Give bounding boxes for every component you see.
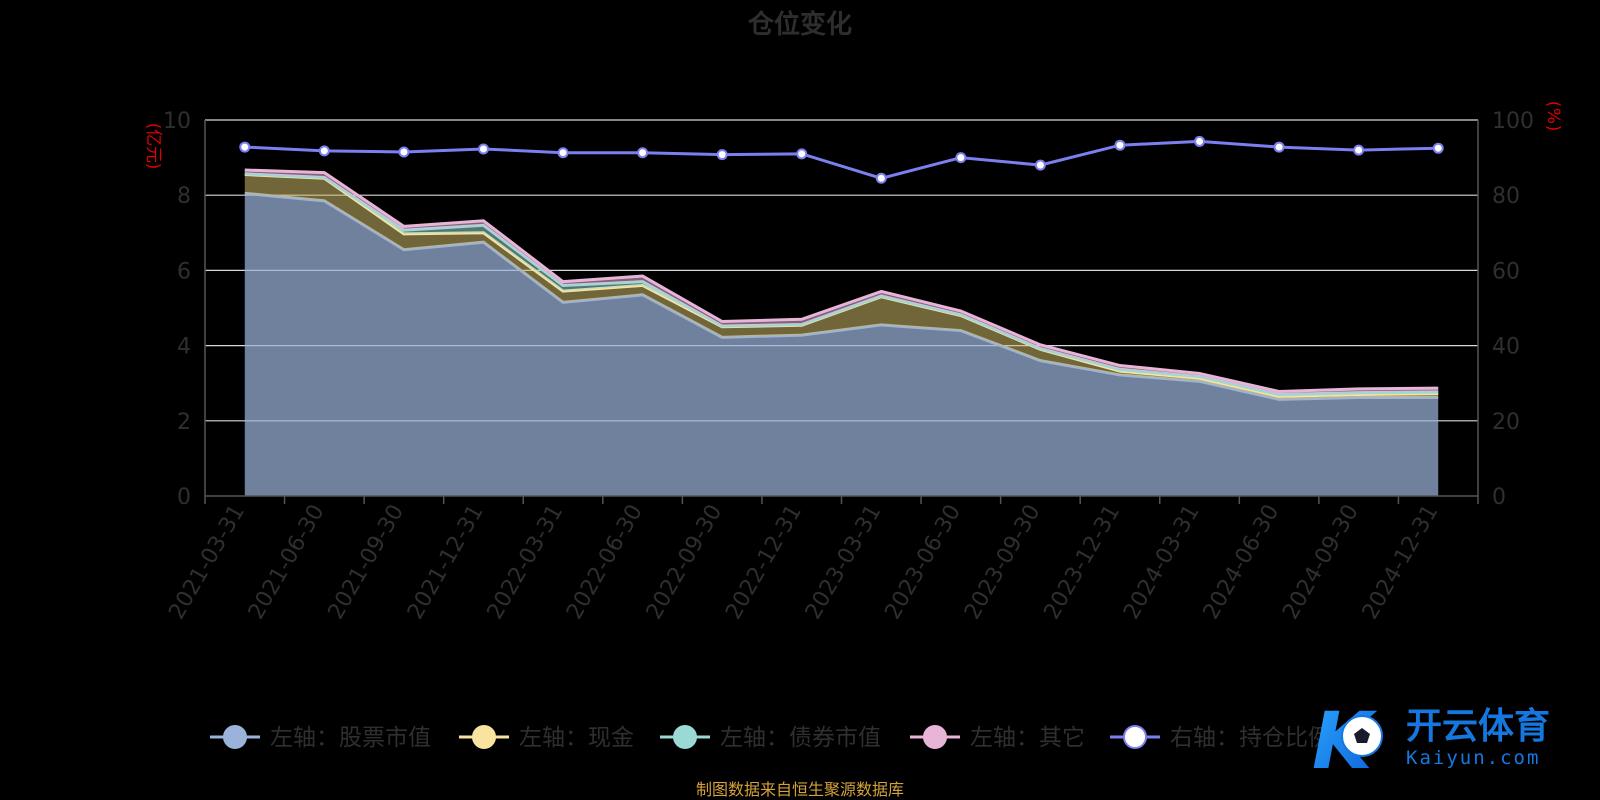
legend-label: 左轴：债券市值	[720, 725, 881, 751]
legend-marker	[223, 725, 247, 749]
ratio-point	[875, 172, 887, 184]
left-axis-paren-close: )	[143, 163, 163, 170]
x-tick-label: 2024-06-30	[1199, 501, 1285, 624]
ratio-point	[557, 147, 569, 159]
x-tick-label: 2022-09-30	[642, 501, 728, 624]
ratio-point	[1194, 135, 1206, 147]
x-tick-label: 2021-09-30	[324, 501, 410, 624]
ratio-point	[1432, 142, 1444, 154]
ratio-point	[398, 146, 410, 158]
ratio-line	[239, 135, 1444, 184]
left-tick-label: 4	[177, 335, 191, 360]
source-note: 制图数据来自恒生聚源数据库	[696, 780, 904, 799]
right-tick-label: 80	[1492, 184, 1520, 209]
legend-marker	[1123, 725, 1147, 749]
x-tick-label: 2023-06-30	[880, 501, 966, 624]
legend: 左轴：股票市值 左轴：现金 左轴：债券市值 左轴：其它 右轴：持仓比例	[210, 725, 1331, 751]
ratio-point	[1114, 139, 1126, 151]
left-axis-paren-open: (	[143, 123, 163, 130]
x-tick-label: 2022-06-30	[562, 501, 648, 624]
ratio-point	[955, 152, 967, 164]
x-tick-label: 2024-09-30	[1278, 501, 1364, 624]
right-axis-paren-close: )	[1543, 125, 1563, 132]
left-tick-label: 2	[177, 410, 191, 435]
watermark-domain: Kaiyun.com	[1406, 747, 1540, 769]
x-tick-label: 2022-03-31	[483, 501, 569, 624]
left-axis-unit: 亿元	[143, 129, 163, 163]
legend-marker	[923, 725, 947, 749]
ratio-polyline	[244, 139, 1439, 180]
right-tick-label: 0	[1492, 485, 1506, 510]
watermark-brand: 开云体育	[1406, 706, 1550, 747]
x-tick-label: 2024-03-31	[1119, 501, 1205, 624]
ratio-point	[477, 143, 489, 155]
plot-area	[244, 168, 1439, 496]
legend-label: 左轴：股票市值	[270, 725, 431, 751]
right-axis-unit: %	[1543, 108, 1563, 124]
x-tick-label: 2023-03-31	[801, 501, 887, 624]
ratio-point	[239, 141, 251, 153]
left-tick-label: 8	[177, 184, 191, 209]
x-tick-label: 2023-09-30	[960, 501, 1046, 624]
legend-marker	[673, 725, 697, 749]
x-tick-label: 2023-12-31	[1040, 501, 1126, 624]
left-tick-label: 10	[163, 109, 191, 134]
legend-label: 左轴：其它	[970, 725, 1085, 751]
legend-label: 右轴：持仓比例	[1170, 725, 1331, 751]
ratio-point	[716, 149, 728, 161]
right-tick-label: 60	[1492, 259, 1520, 284]
ratio-point	[318, 145, 330, 157]
x-tick-label: 2022-12-31	[721, 501, 807, 624]
x-tick-label: 2021-03-31	[164, 501, 250, 624]
ratio-point	[637, 147, 649, 159]
area-line-4	[244, 168, 1439, 393]
right-axis-paren-open: (	[1543, 101, 1563, 108]
right-tick-label: 20	[1492, 410, 1520, 435]
chart-title: 仓位变化	[747, 9, 852, 40]
watermark: K 开云体育 Kaiyun.com	[1312, 698, 1550, 778]
legend-marker	[472, 725, 496, 749]
ratio-point	[1034, 159, 1046, 171]
left-tick-label: 6	[177, 259, 191, 284]
left-tick-label: 0	[177, 485, 191, 510]
x-tick-label: 2021-12-31	[403, 501, 489, 624]
legend-label: 左轴：现金	[519, 725, 634, 751]
ratio-point	[1273, 141, 1285, 153]
right-tick-label: 100	[1492, 109, 1534, 134]
x-tick-label: 2021-06-30	[244, 501, 330, 624]
area-1	[244, 193, 1439, 496]
x-tick-label: 2024-12-31	[1358, 501, 1444, 624]
soccer-ball-icon	[1341, 715, 1383, 757]
ratio-point	[1353, 144, 1365, 156]
ratio-point	[796, 148, 808, 160]
right-tick-label: 40	[1492, 335, 1520, 360]
